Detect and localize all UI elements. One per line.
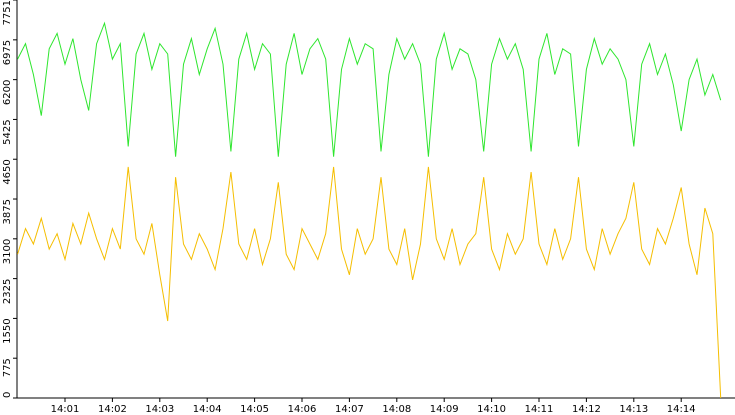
x-tick-label: 14:11 (525, 404, 554, 415)
x-tick-label: 14:05 (240, 404, 269, 415)
y-tick-label: 6200 (2, 80, 13, 105)
y-tick-label: 2325 (2, 279, 13, 304)
x-tick-label: 14:03 (145, 404, 174, 415)
x-tick-label: 14:10 (477, 404, 506, 415)
y-tick-label: 0 (2, 392, 13, 398)
y-tick-label: 6975 (2, 40, 13, 65)
y-tick-label: 5425 (2, 119, 13, 144)
y-tick-label: 4650 (2, 159, 13, 184)
y-tick-label: 3875 (2, 199, 13, 224)
x-tick-label: 14:09 (430, 404, 459, 415)
x-tick-label: 14:04 (193, 404, 222, 415)
series-line (17, 21, 722, 157)
x-tick-label: 14:06 (288, 404, 317, 415)
x-tick-label: 14:02 (98, 404, 127, 415)
y-tick-label: 775 (2, 358, 13, 377)
x-tick-label: 14:14 (667, 404, 696, 415)
y-tick-label: 7751 (2, 0, 13, 25)
x-tick-label: 14:07 (335, 404, 364, 415)
x-tick-label: 14:01 (51, 404, 80, 415)
y-tick-label: 1550 (2, 318, 13, 343)
x-tick-label: 14:12 (572, 404, 601, 415)
series-line (17, 166, 722, 399)
x-tick-label: 14:08 (382, 404, 411, 415)
y-tick-label: 3100 (2, 239, 13, 264)
x-tick-label: 14:13 (619, 404, 648, 415)
